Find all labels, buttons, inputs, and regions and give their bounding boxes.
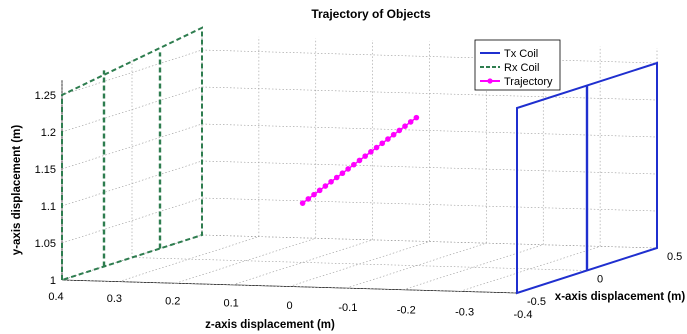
trajectory-point [316, 187, 323, 194]
grid-line-side-y [61, 160, 203, 207]
x-tick-label: 0 [597, 274, 603, 286]
z-axis-label: z-axis displacement (m) [205, 319, 335, 331]
grid-line-side-y [61, 123, 203, 170]
y-tick-label: 1.25 [35, 90, 56, 102]
trajectory-point [362, 153, 368, 159]
trajectory-point [368, 149, 374, 155]
trajectory-point [311, 191, 317, 198]
grid-line-floor-z [175, 237, 316, 284]
trajectory-point [356, 157, 363, 164]
grid-line-back-y [201, 197, 658, 212]
grid-line-back-y [201, 86, 658, 101]
y-tick-label: 1.2 [41, 127, 56, 139]
trajectory-point [328, 178, 334, 185]
trajectory-point [351, 161, 357, 168]
z-tick-label: -0.2 [397, 304, 416, 316]
legend-label-rx-coil: Rx Coil [504, 62, 539, 74]
trajectory-point [345, 166, 351, 172]
trajectory-point [390, 131, 397, 138]
z-tick-label: 0.4 [48, 291, 63, 303]
trajectory-point [339, 170, 346, 177]
tick-labels: 1 1.05 1.1 1.15 1.2 1.25 0.4 0.3 0.2 0.1 0 -0.1 -0.2… [35, 90, 683, 321]
x-tick-label: -0.5 [527, 296, 546, 308]
trajectory-point [322, 183, 329, 189]
z-tick-label: 0 [286, 300, 292, 312]
y-tick-label: 1.05 [35, 238, 56, 250]
x-axis-label: x-axis displacement (m) [555, 291, 686, 303]
grid-line-back-y [201, 123, 658, 138]
x-tick-label: 0.5 [667, 251, 682, 263]
grid-line-back-y [201, 234, 658, 249]
grid-line-floor-x [131, 257, 588, 271]
trajectory-point [305, 196, 312, 202]
trajectory-point [413, 114, 420, 121]
y-tick-label: 1.15 [35, 164, 56, 176]
trajectory-point [396, 127, 403, 134]
tx-coil-outline [516, 61, 658, 295]
z-tick-label: -0.1 [338, 302, 357, 314]
z-tick-label: 0.3 [107, 293, 122, 305]
chart-title: Trajectory of Objects [311, 7, 431, 21]
z-tick-label: -0.4 [514, 309, 533, 321]
z-tick-label: -0.3 [455, 307, 474, 319]
z-tick-label: 0.1 [223, 298, 238, 310]
data-series [61, 26, 658, 295]
legend-marker-trajectory [487, 78, 493, 84]
grid-line-side-y [61, 49, 203, 96]
grid-line-back-y [201, 160, 658, 175]
legend: Tx Coil Rx Coil Trajectory [474, 39, 561, 91]
trajectory-point [299, 200, 306, 206]
grid-line-floor-z [232, 239, 373, 286]
grid-line-side-y [61, 197, 203, 244]
trajectory-point [373, 144, 380, 151]
grid-line-floor-z [460, 246, 601, 292]
z-tick-label: 0.2 [165, 295, 180, 307]
rx-coil-outline [61, 26, 203, 282]
grid-line-back-y [201, 49, 658, 64]
y-axis-label: y-axis displacement (m) [11, 125, 23, 256]
y-tick-label: 1 [50, 275, 56, 287]
trajectory-point [379, 140, 386, 147]
grid-line-side-y [61, 86, 203, 133]
grid-line-floor-z [403, 244, 544, 291]
trajectory-point [333, 174, 340, 181]
trajectory-point [407, 119, 414, 125]
grid-lines [61, 35, 658, 294]
legend-label-trajectory: Trajectory [504, 76, 553, 88]
legend-label-tx-coil: Tx Coil [504, 48, 538, 60]
y-tick-label: 1.1 [41, 201, 56, 213]
trajectory-point [385, 136, 391, 142]
grid-line-floor-x [61, 279, 518, 294]
trajectory-point [402, 123, 408, 129]
